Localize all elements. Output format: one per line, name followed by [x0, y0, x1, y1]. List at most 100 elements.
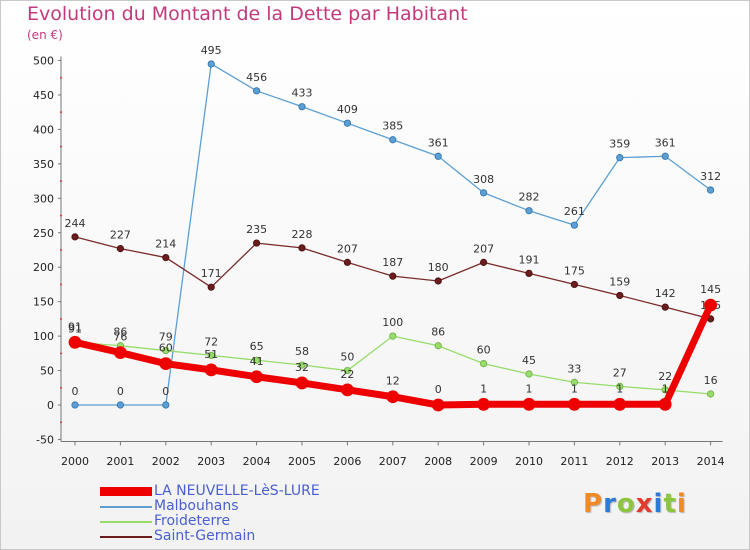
data-point — [298, 361, 306, 369]
data-label: 58 — [295, 345, 309, 358]
data-point — [522, 397, 536, 411]
legend-label: Malbouhans — [154, 498, 239, 514]
data-label: 0 — [162, 385, 169, 398]
data-label: 72 — [204, 335, 218, 348]
data-label: 433 — [292, 87, 313, 100]
legend-swatch — [100, 487, 152, 496]
x-tick-label: 2003 — [197, 455, 225, 468]
data-label: 0 — [435, 383, 442, 396]
y-minor-dot — [60, 421, 62, 424]
y-minor-dot — [60, 352, 62, 355]
data-label: 409 — [337, 103, 358, 116]
data-point — [386, 390, 400, 404]
data-label: 45 — [522, 354, 536, 367]
y-minor-dot — [60, 111, 62, 114]
data-point — [250, 370, 264, 384]
data-label: 361 — [655, 136, 676, 149]
data-point — [340, 383, 354, 397]
data-label: 1 — [526, 382, 533, 395]
legend-item: LA NEUVELLE-LèS-LURE — [100, 483, 400, 500]
data-label: 207 — [337, 242, 358, 255]
data-point — [570, 378, 579, 386]
data-point — [159, 357, 173, 371]
data-point — [343, 258, 351, 266]
data-label: 27 — [613, 366, 627, 379]
y-minor-dot — [60, 180, 62, 183]
data-label: 33 — [567, 362, 581, 375]
y-minor-dot — [60, 214, 62, 217]
legend-label: Saint-Germain — [154, 528, 256, 544]
y-tick-label: 500 — [33, 55, 54, 68]
data-label: 282 — [519, 191, 540, 204]
data-label: 385 — [382, 120, 403, 133]
series-la-neuvelle-l-s-lure: 91 76 60 51 41 32 22 12 0 1 1 1 1 1 145 — [68, 283, 721, 412]
series-saint-germain: 244 227 214 171 235 228 207 187 180 207 191 175 159 1… — [65, 217, 721, 323]
y-minor-dot — [60, 76, 62, 79]
data-label: 235 — [246, 223, 267, 236]
y-tick-label: 350 — [33, 158, 54, 171]
data-label: 361 — [428, 136, 449, 149]
data-label: 495 — [201, 44, 222, 57]
x-tick-label: 2004 — [243, 455, 271, 468]
y-minor-dot — [60, 317, 62, 320]
legend-swatch — [100, 506, 152, 508]
data-label: 456 — [246, 71, 267, 84]
data-point — [431, 398, 445, 412]
y-minor-dot — [60, 248, 62, 251]
x-tick-label: 2014 — [697, 455, 725, 468]
data-point — [434, 277, 442, 285]
data-label: 60 — [477, 344, 491, 357]
x-tick-label: 2005 — [288, 455, 316, 468]
data-point — [162, 253, 170, 262]
data-label: 244 — [65, 217, 86, 230]
data-label: 1 — [571, 382, 578, 395]
y-tick-label: 400 — [33, 123, 54, 136]
data-label: 65 — [250, 340, 264, 353]
data-point — [525, 207, 533, 215]
data-point — [68, 335, 82, 349]
data-point — [207, 283, 215, 291]
data-label: 91 — [68, 322, 82, 335]
data-label: 41 — [250, 355, 264, 368]
x-tick-label: 2012 — [606, 455, 634, 468]
x-tick-label: 2000 — [61, 455, 89, 468]
data-label: 175 — [564, 264, 585, 277]
data-point — [253, 239, 261, 247]
data-label: 79 — [159, 331, 173, 344]
data-point — [613, 397, 627, 411]
data-label: 100 — [382, 316, 403, 329]
data-point — [298, 244, 306, 252]
data-point — [525, 269, 533, 278]
data-point — [479, 258, 488, 266]
logo-letter: o — [616, 489, 636, 519]
y-tick-label: 300 — [33, 192, 54, 205]
data-point — [658, 397, 672, 411]
data-label: 12 — [386, 375, 400, 388]
legend-swatch — [100, 521, 152, 523]
proxiti-logo: Proxiti — [583, 489, 687, 519]
logo-letter: r — [603, 489, 617, 519]
logo-letter: i — [676, 489, 687, 519]
data-label: 180 — [428, 261, 449, 274]
data-point — [253, 356, 261, 364]
data-label: 0 — [117, 385, 124, 398]
logo-letter: x — [635, 489, 654, 519]
data-label: 0 — [72, 385, 79, 398]
x-tick-label: 2011 — [560, 455, 588, 468]
data-label: 171 — [201, 267, 222, 280]
data-label: 191 — [519, 253, 540, 266]
data-point — [343, 119, 351, 127]
data-label: 22 — [658, 370, 672, 383]
data-label: 1 — [662, 382, 669, 395]
data-label: 51 — [204, 348, 218, 361]
x-tick-label: 2009 — [470, 455, 498, 468]
legend-label: Froideterre — [154, 513, 231, 529]
data-point — [616, 154, 624, 162]
data-point — [71, 401, 79, 409]
x-tick-label: 2013 — [651, 455, 679, 468]
data-point — [616, 291, 624, 300]
y-tick-label: 50 — [40, 365, 54, 378]
data-point — [298, 103, 306, 111]
